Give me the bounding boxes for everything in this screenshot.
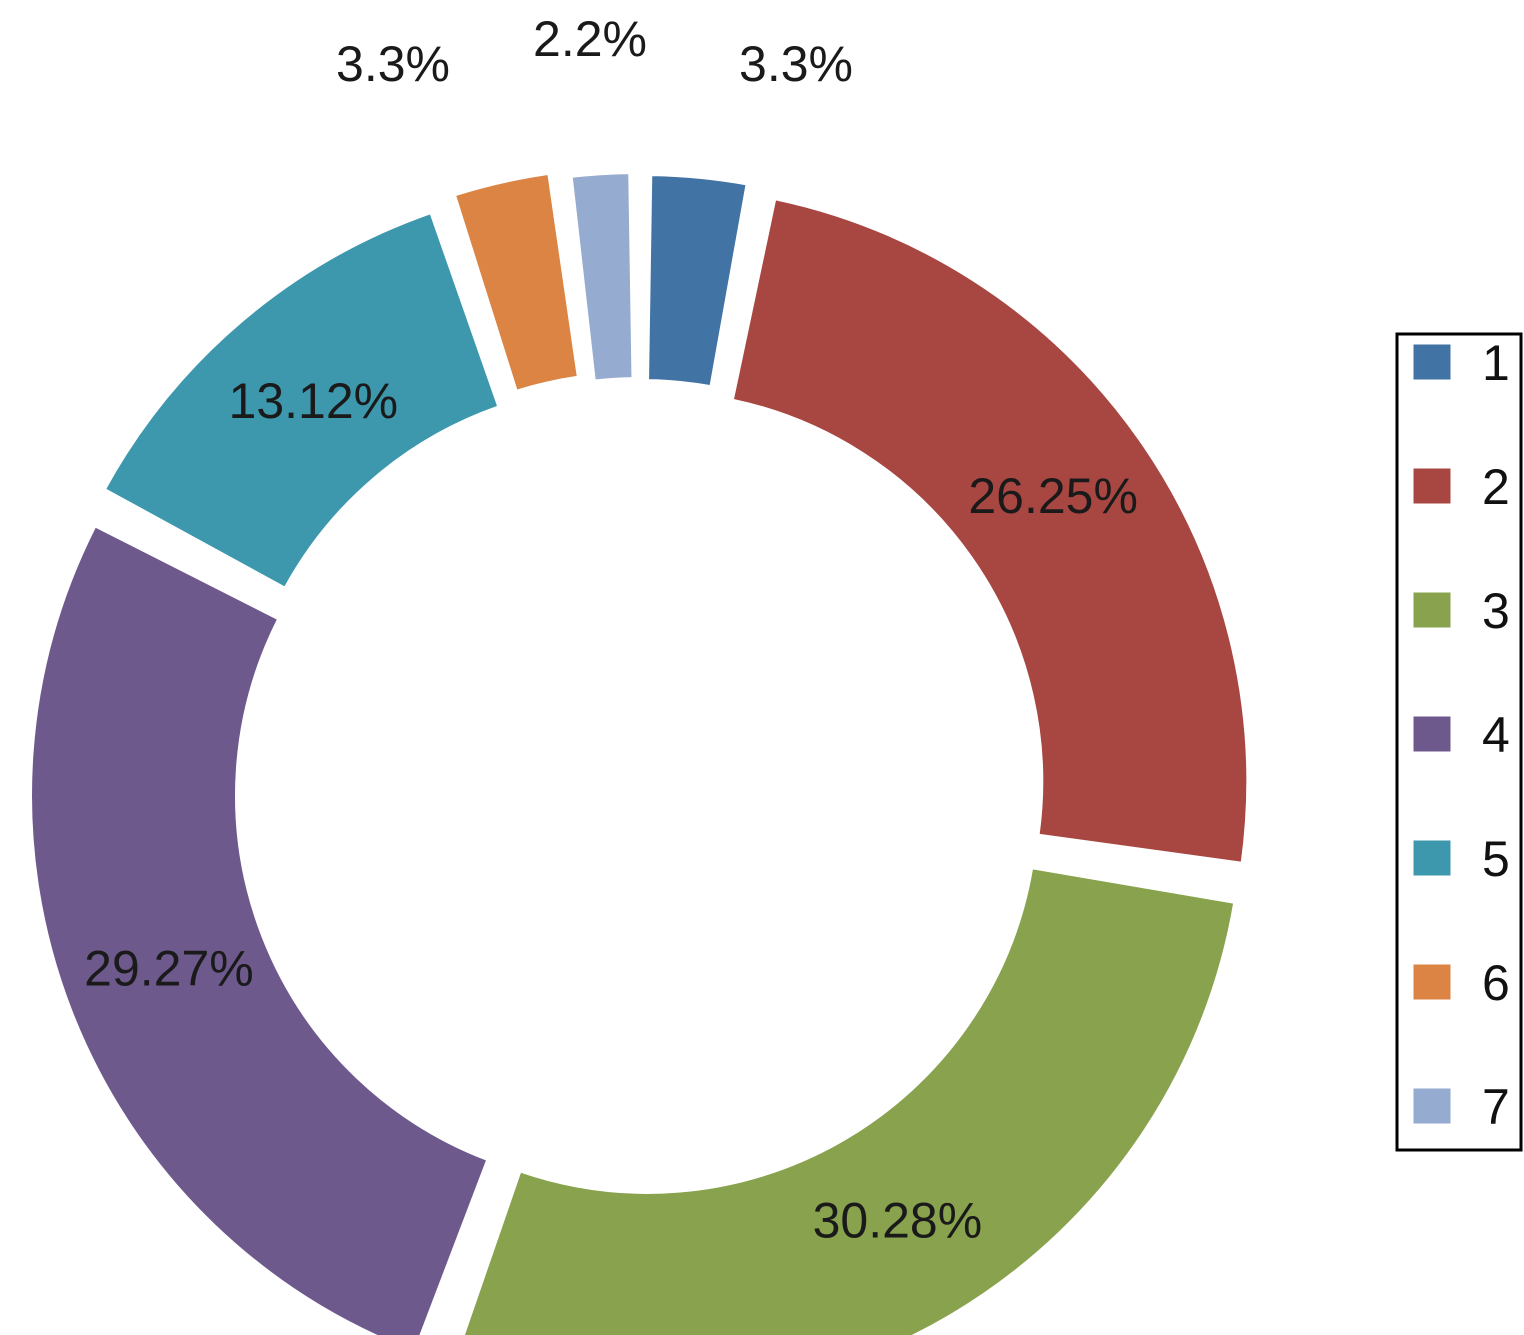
slice-label-5: 13.12% [229, 373, 399, 429]
legend: 1 2 3 4 5 6 7 [1395, 332, 1523, 1152]
slice-label-6: 3.3% [336, 36, 450, 92]
slice-2 [731, 198, 1249, 864]
slice-label-3: 30.28% [813, 1193, 983, 1249]
slice-label-7: 2.2% [533, 11, 647, 67]
legend-swatch-7 [1412, 1087, 1452, 1125]
slice-5 [103, 211, 500, 589]
slice-6 [453, 172, 579, 392]
slice-7 [570, 172, 634, 382]
legend-label-6: 6 [1482, 955, 1510, 1011]
slice-1 [647, 174, 748, 388]
legend-label-4: 4 [1482, 707, 1510, 763]
legend-swatch-4 [1412, 715, 1452, 753]
legend-label-7: 7 [1482, 1079, 1510, 1135]
slice-label-1: 3.3% [739, 36, 853, 92]
slice-4 [30, 525, 489, 1335]
legend-swatch-5 [1412, 839, 1452, 877]
legend-swatch-3 [1412, 591, 1452, 629]
slice-label-2: 26.25% [968, 468, 1138, 524]
legend-swatch-1 [1412, 343, 1452, 381]
legend-swatch-2 [1412, 467, 1452, 505]
legend-label-3: 3 [1482, 583, 1510, 639]
legend-label-5: 5 [1482, 831, 1510, 887]
slice-label-4: 29.27% [84, 940, 254, 996]
legend-label-1: 1 [1482, 335, 1510, 391]
legend-swatch-6 [1412, 963, 1452, 1001]
legend-label-2: 2 [1482, 459, 1510, 515]
legend-items: 1 2 3 4 5 6 7 [1412, 335, 1510, 1135]
slices-group [30, 172, 1249, 1335]
slice-labels-group: 3.3% 26.25% 30.28% 29.27% 13.12% 3.3% 2.2% [84, 11, 1138, 1248]
slice-3 [462, 867, 1236, 1335]
